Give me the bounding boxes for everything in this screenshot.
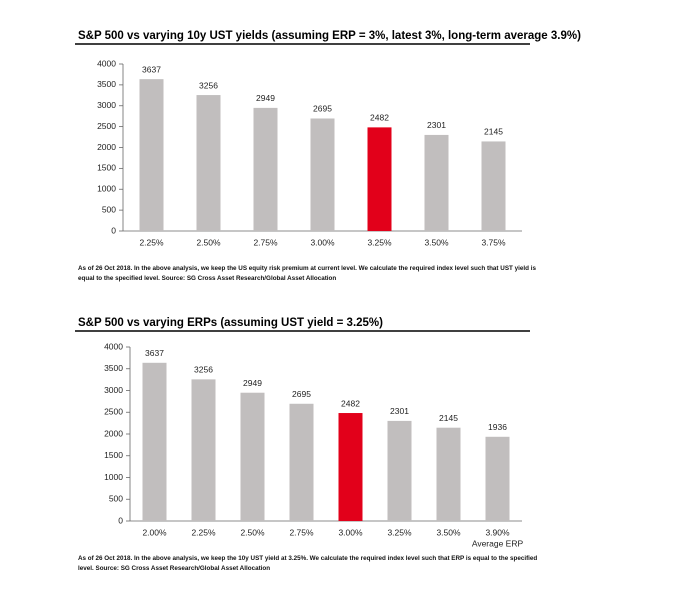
x-tick-label: 3.50% <box>424 237 449 247</box>
chart-title: S&P 500 vs varying ERPs (assuming UST yi… <box>78 317 383 329</box>
x-tick-label: 2.00% <box>142 527 167 537</box>
data-label: 3637 <box>145 348 164 358</box>
x-tick-label: 3.00% <box>310 237 335 247</box>
y-tick-label: 3500 <box>104 363 123 373</box>
data-label: 2145 <box>439 413 458 423</box>
data-label: 2301 <box>390 406 409 416</box>
x-tick-label: 2.25% <box>191 527 216 537</box>
data-label: 2482 <box>341 398 360 408</box>
y-tick-label: 2500 <box>97 121 116 131</box>
data-label: 2482 <box>370 113 389 123</box>
bar <box>191 379 216 521</box>
x-tick-label: 3.00% <box>338 527 363 537</box>
data-label: 1936 <box>488 422 507 432</box>
data-label: 2695 <box>292 389 311 399</box>
data-label: 2949 <box>243 378 262 388</box>
y-tick-label: 500 <box>109 494 123 504</box>
bar <box>253 107 278 231</box>
data-label: 3256 <box>199 80 218 90</box>
y-tick-label: 500 <box>102 204 116 214</box>
y-tick-label: 1000 <box>104 472 123 482</box>
x-tick-label: 3.75% <box>481 237 506 247</box>
y-tick-label: 0 <box>118 515 123 525</box>
y-tick-label: 1000 <box>97 184 116 194</box>
annotation: Average ERP <box>472 538 524 548</box>
y-tick-label: 3000 <box>104 385 123 395</box>
x-tick-label: 2.50% <box>240 527 265 537</box>
bar <box>196 95 221 231</box>
y-tick-label: 1500 <box>97 163 116 173</box>
bar <box>139 79 164 232</box>
data-label: 2949 <box>256 93 275 103</box>
y-tick-label: 1500 <box>104 450 123 460</box>
bar <box>289 403 314 521</box>
bar <box>310 118 335 231</box>
footnote: As of 26 Oct 2018. In the above analysis… <box>78 265 536 282</box>
bar <box>436 427 461 521</box>
y-tick-label: 4000 <box>97 58 116 68</box>
x-tick-label: 3.25% <box>367 237 392 247</box>
bar <box>338 413 363 521</box>
data-label: 2145 <box>484 127 503 137</box>
x-tick-label: 2.25% <box>139 237 164 247</box>
x-tick-label: 3.50% <box>436 527 461 537</box>
chart-title: S&P 500 vs varying 10y UST yields (assum… <box>78 30 581 42</box>
y-tick-label: 3500 <box>97 79 116 89</box>
x-tick-label: 2.75% <box>253 237 278 247</box>
y-tick-label: 2000 <box>104 428 123 438</box>
x-tick-label: 3.90% <box>485 527 510 537</box>
bar <box>481 141 506 231</box>
bar <box>387 420 412 521</box>
y-tick-label: 2000 <box>97 142 116 152</box>
data-label: 3256 <box>194 365 213 375</box>
y-tick-label: 3000 <box>97 100 116 110</box>
data-label: 2695 <box>313 104 332 114</box>
x-tick-label: 2.75% <box>289 527 314 537</box>
bar <box>240 392 265 521</box>
data-label: 2301 <box>427 120 446 130</box>
y-tick-label: 2500 <box>104 407 123 417</box>
x-tick-label: 2.50% <box>196 237 221 247</box>
bar <box>367 127 392 231</box>
y-tick-label: 0 <box>111 225 116 235</box>
x-tick-label: 3.25% <box>387 527 412 537</box>
footnote: As of 26 Oct 2018. In the above analysis… <box>78 555 538 572</box>
y-tick-label: 4000 <box>104 341 123 351</box>
data-label: 3637 <box>142 64 161 74</box>
bar <box>424 134 449 231</box>
bar <box>142 362 167 521</box>
bar <box>485 436 510 521</box>
